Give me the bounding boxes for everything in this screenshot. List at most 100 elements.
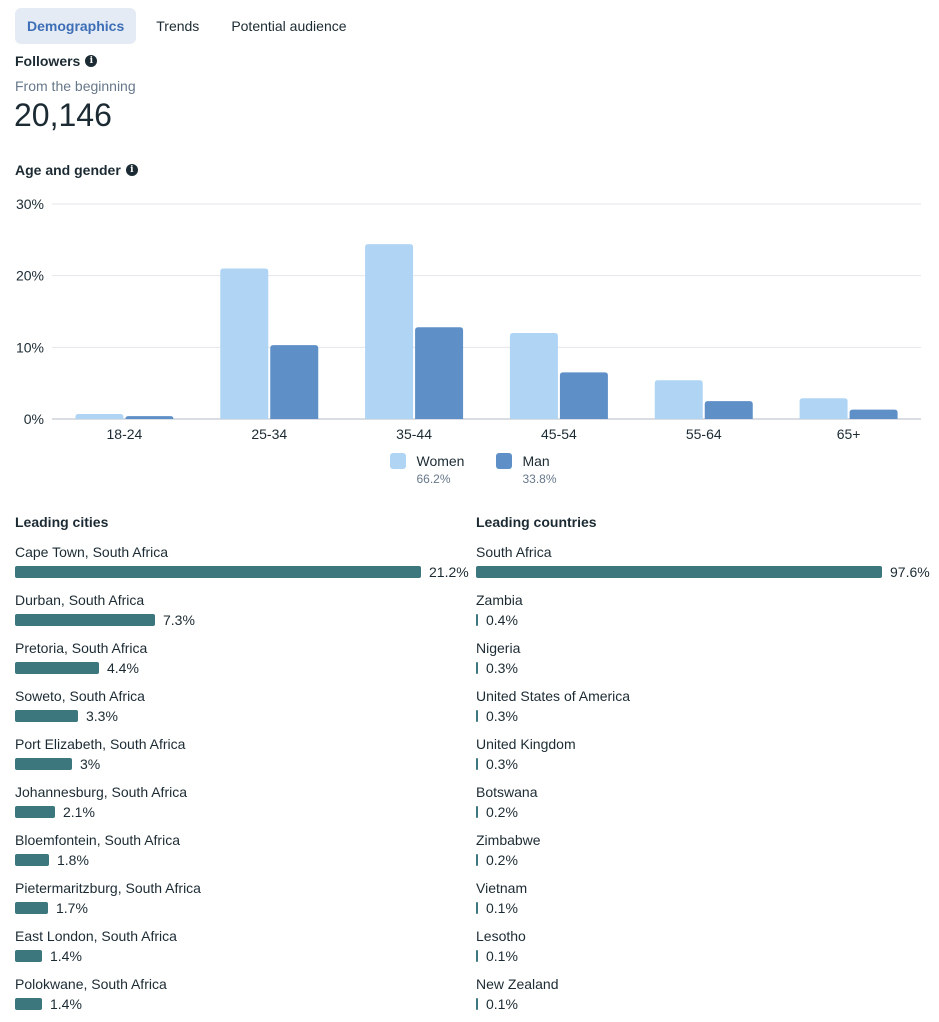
x-tick-label: 55-64: [686, 426, 722, 442]
city-percentage: 21.2%: [429, 564, 469, 580]
country-item: South Africa 97.6%: [476, 542, 936, 590]
x-tick-label: 25-34: [251, 426, 287, 442]
city-bar-row: 21.2%: [15, 562, 470, 582]
bar-man-35-44[interactable]: [415, 327, 464, 419]
followers-heading: Followers i: [15, 53, 98, 69]
country-bar-row: 97.6%: [476, 562, 936, 582]
city-bar-row: 7.3%: [15, 610, 470, 630]
leading-cities-title: Leading cities: [15, 514, 109, 530]
tab-demographics[interactable]: Demographics: [15, 8, 137, 44]
legend-swatch-women: [390, 453, 407, 469]
country-bar: [476, 902, 478, 914]
legend-item-man[interactable]: Man 33.8%: [496, 453, 557, 486]
bar-women-65+[interactable]: [799, 398, 848, 419]
city-bar: [15, 998, 42, 1010]
city-item: Pietermaritzburg, South Africa 1.7%: [15, 878, 470, 926]
age-gender-heading: Age and gender i: [15, 162, 138, 178]
city-name: Durban, South Africa: [15, 592, 145, 608]
country-bar-row: 0.2%: [476, 850, 936, 870]
country-name: Botswana: [476, 784, 538, 800]
city-bar-row: 4.4%: [15, 658, 470, 678]
bar-women-18-24[interactable]: [75, 413, 124, 419]
bar-man-55-64[interactable]: [704, 401, 753, 419]
tab-trends[interactable]: Trends: [156, 18, 200, 34]
country-bar-row: 0.1%: [476, 994, 936, 1014]
bar-women-55-64[interactable]: [654, 380, 703, 419]
city-percentage: 2.1%: [63, 804, 95, 820]
city-percentage: 1.8%: [57, 852, 89, 868]
x-tick-label: 45-54: [541, 426, 577, 442]
y-tick-label: 30%: [16, 196, 44, 212]
city-name: Pretoria, South Africa: [15, 640, 148, 656]
city-name: East London, South Africa: [15, 928, 177, 944]
country-percentage: 0.3%: [486, 756, 518, 772]
city-bar: [15, 854, 49, 866]
city-percentage: 3.3%: [86, 708, 118, 724]
info-icon[interactable]: i: [125, 164, 138, 176]
city-bar-row: 1.8%: [15, 850, 470, 870]
country-percentage: 0.3%: [486, 708, 518, 724]
city-item: Johannesburg, South Africa 2.1%: [15, 782, 470, 830]
info-icon[interactable]: i: [85, 55, 98, 67]
country-percentage: 0.3%: [486, 660, 518, 676]
legend-label-man: Man: [522, 453, 550, 469]
country-bar: [476, 758, 478, 770]
bar-women-35-44[interactable]: [365, 244, 414, 419]
bar-man-45-54[interactable]: [559, 372, 608, 419]
city-bar: [15, 614, 155, 626]
city-name: Pietermaritzburg, South Africa: [15, 880, 201, 896]
followers-count: 20,146: [14, 97, 112, 133]
country-bar-row: 0.3%: [476, 706, 936, 726]
city-item: Soweto, South Africa 3.3%: [15, 686, 470, 734]
country-percentage: 0.2%: [486, 804, 518, 820]
x-tick-label: 18-24: [107, 426, 143, 442]
country-item: United Kingdom 0.3%: [476, 734, 936, 782]
city-percentage: 1.7%: [56, 900, 88, 916]
y-tick-label: 10%: [16, 339, 44, 355]
y-tick-label: 20%: [16, 268, 44, 284]
bar-man-65+[interactable]: [849, 409, 898, 419]
city-percentage: 4.4%: [107, 660, 139, 676]
country-percentage: 0.1%: [486, 996, 518, 1012]
country-bar: [476, 710, 478, 722]
legend-label-women: Women: [416, 453, 465, 469]
country-item: United States of America 0.3%: [476, 686, 936, 734]
city-bar: [15, 950, 42, 962]
legend-item-women[interactable]: Women 66.2%: [390, 453, 464, 486]
city-name: Port Elizabeth, South Africa: [15, 736, 186, 752]
age-gender-chart: 0% 10% 20% 30% 18-24 25-34 35-44 45-54 55-64 65+: [16, 196, 921, 442]
country-percentage: 0.1%: [486, 900, 518, 916]
city-bar: [15, 662, 99, 674]
country-bar: [476, 854, 478, 866]
tab-bar: Demographics Trends Potential audience: [15, 8, 367, 44]
country-name: United States of America: [476, 688, 631, 704]
country-bar: [476, 614, 478, 626]
y-tick-label: 0%: [24, 411, 44, 427]
bar-man-25-34[interactable]: [270, 345, 319, 419]
country-item: Nigeria 0.3%: [476, 638, 936, 686]
country-name: Zimbabwe: [476, 832, 541, 848]
city-bar: [15, 566, 421, 578]
bar-women-45-54[interactable]: [509, 333, 558, 419]
chart-legend: Women 66.2% Man 33.8%: [0, 453, 939, 486]
country-item: Lesotho 0.1%: [476, 926, 936, 974]
country-name: Vietnam: [476, 880, 528, 896]
city-item: East London, South Africa 1.4%: [15, 926, 470, 974]
city-bar: [15, 758, 72, 770]
city-name: Cape Town, South Africa: [15, 544, 169, 560]
country-bar-row: 0.3%: [476, 658, 936, 678]
city-bar-row: 3.3%: [15, 706, 470, 726]
city-bar-row: 2.1%: [15, 802, 470, 822]
country-percentage: 0.1%: [486, 948, 518, 964]
tab-potential-audience[interactable]: Potential audience: [231, 18, 347, 34]
country-item: New Zealand 0.1%: [476, 974, 936, 1022]
bar-women-25-34[interactable]: [220, 268, 269, 420]
country-name: Nigeria: [476, 640, 521, 656]
country-bar: [476, 998, 478, 1010]
country-name: South Africa: [476, 544, 552, 560]
followers-subtitle: From the beginning: [15, 78, 136, 94]
city-name: Polokwane, South Africa: [15, 976, 167, 992]
bar-man-18-24[interactable]: [125, 416, 174, 419]
leading-countries-title: Leading countries: [476, 514, 597, 530]
country-bar-row: 0.1%: [476, 946, 936, 966]
